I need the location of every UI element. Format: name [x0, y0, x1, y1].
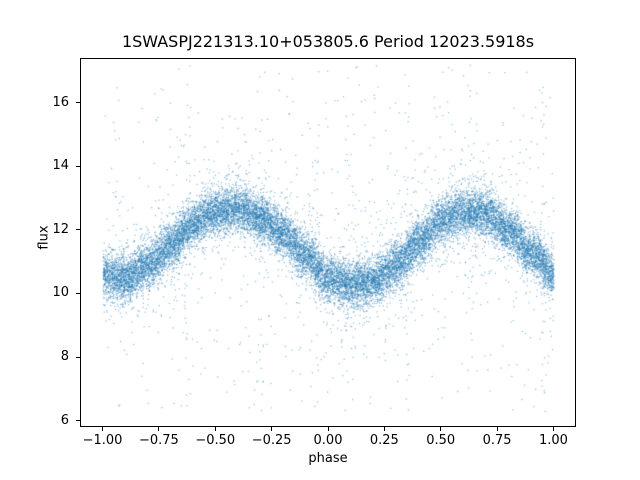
y-axis-label: flux [36, 225, 52, 250]
chart-title: 1SWASPJ221313.10+053805.6 Period 12023.5… [121, 32, 535, 51]
x-tick-mark [440, 427, 442, 431]
x-tick-label: 0.25 [369, 433, 399, 448]
x-tick-mark [158, 427, 160, 431]
x-tick-label: 0.50 [426, 433, 456, 448]
y-tick-label: 12 [52, 221, 69, 237]
y-tick-mark [76, 292, 80, 294]
x-tick-mark [383, 427, 385, 431]
x-tick-label: 1.00 [538, 433, 568, 448]
y-tick-label: 10 [52, 285, 69, 301]
y-tick-label: 16 [52, 94, 69, 110]
y-tick-mark [76, 165, 80, 167]
x-tick-mark [552, 427, 554, 431]
y-tick-mark [76, 102, 80, 104]
x-tick-label: 0.75 [482, 433, 512, 448]
x-tick-mark [271, 427, 273, 431]
y-tick-label: 8 [60, 349, 69, 365]
x-tick-mark [327, 427, 329, 431]
y-tick-mark [76, 356, 80, 358]
y-tick-mark [76, 229, 80, 231]
x-tick-label: −0.75 [138, 433, 179, 448]
x-tick-mark [102, 427, 104, 431]
x-tick-label: 0.00 [313, 433, 343, 448]
x-tick-label: −0.25 [251, 433, 292, 448]
x-tick-label: −0.50 [195, 433, 236, 448]
y-tick-label: 14 [52, 158, 69, 174]
y-tick-mark [76, 420, 80, 422]
y-tick-label: 6 [60, 412, 69, 428]
x-tick-label: −1.00 [82, 433, 123, 448]
x-tick-mark [214, 427, 216, 431]
x-tick-mark [496, 427, 498, 431]
x-axis-label: phase [308, 451, 348, 466]
